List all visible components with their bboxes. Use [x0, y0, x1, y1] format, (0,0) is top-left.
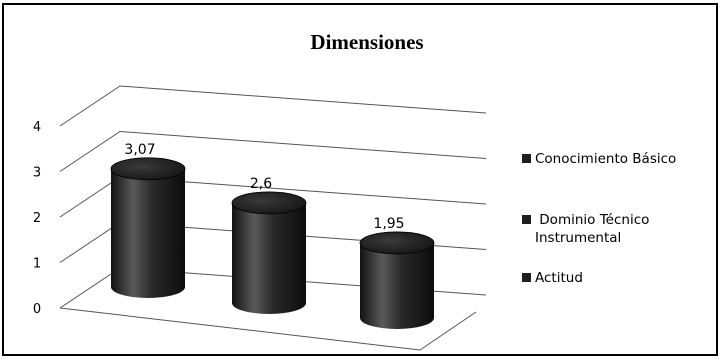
y-tick-label: 4 — [33, 120, 41, 135]
legend-item-dominio: Dominio Técnico Instrumental — [522, 211, 649, 247]
y-tick-label: 1 — [33, 257, 41, 272]
legend-swatch — [522, 273, 531, 282]
legend-label: Conocimiento Básico — [535, 151, 677, 167]
data-label: 3,07 — [124, 142, 155, 158]
legend-swatch — [522, 154, 531, 163]
chart-title: Dimensiones — [310, 30, 424, 54]
legend-swatch — [522, 215, 531, 224]
bar-top — [110, 157, 186, 181]
legend-label: Dominio Técnico Instrumental — [535, 212, 650, 246]
floor-edge — [59, 307, 477, 351]
data-label: 1,95 — [373, 216, 404, 232]
y-tick-label: 3 — [33, 166, 41, 181]
bar-top — [231, 191, 307, 215]
bar — [110, 157, 186, 298]
bar — [231, 191, 307, 314]
bar-body — [232, 202, 306, 314]
data-label: 2,6 — [250, 176, 272, 192]
bar-top — [359, 231, 435, 255]
y-tick-label: 0 — [33, 302, 41, 317]
bar-body — [111, 168, 185, 298]
bar-body — [360, 242, 434, 329]
bar — [359, 231, 435, 329]
gridline — [59, 130, 487, 172]
y-tick-label: 2 — [33, 211, 41, 226]
legend-label: Actitud — [535, 270, 583, 286]
gridline — [59, 85, 487, 127]
legend-item-conocimiento: Conocimiento Básico — [522, 150, 676, 168]
legend-item-actitud: Actitud — [522, 269, 583, 287]
